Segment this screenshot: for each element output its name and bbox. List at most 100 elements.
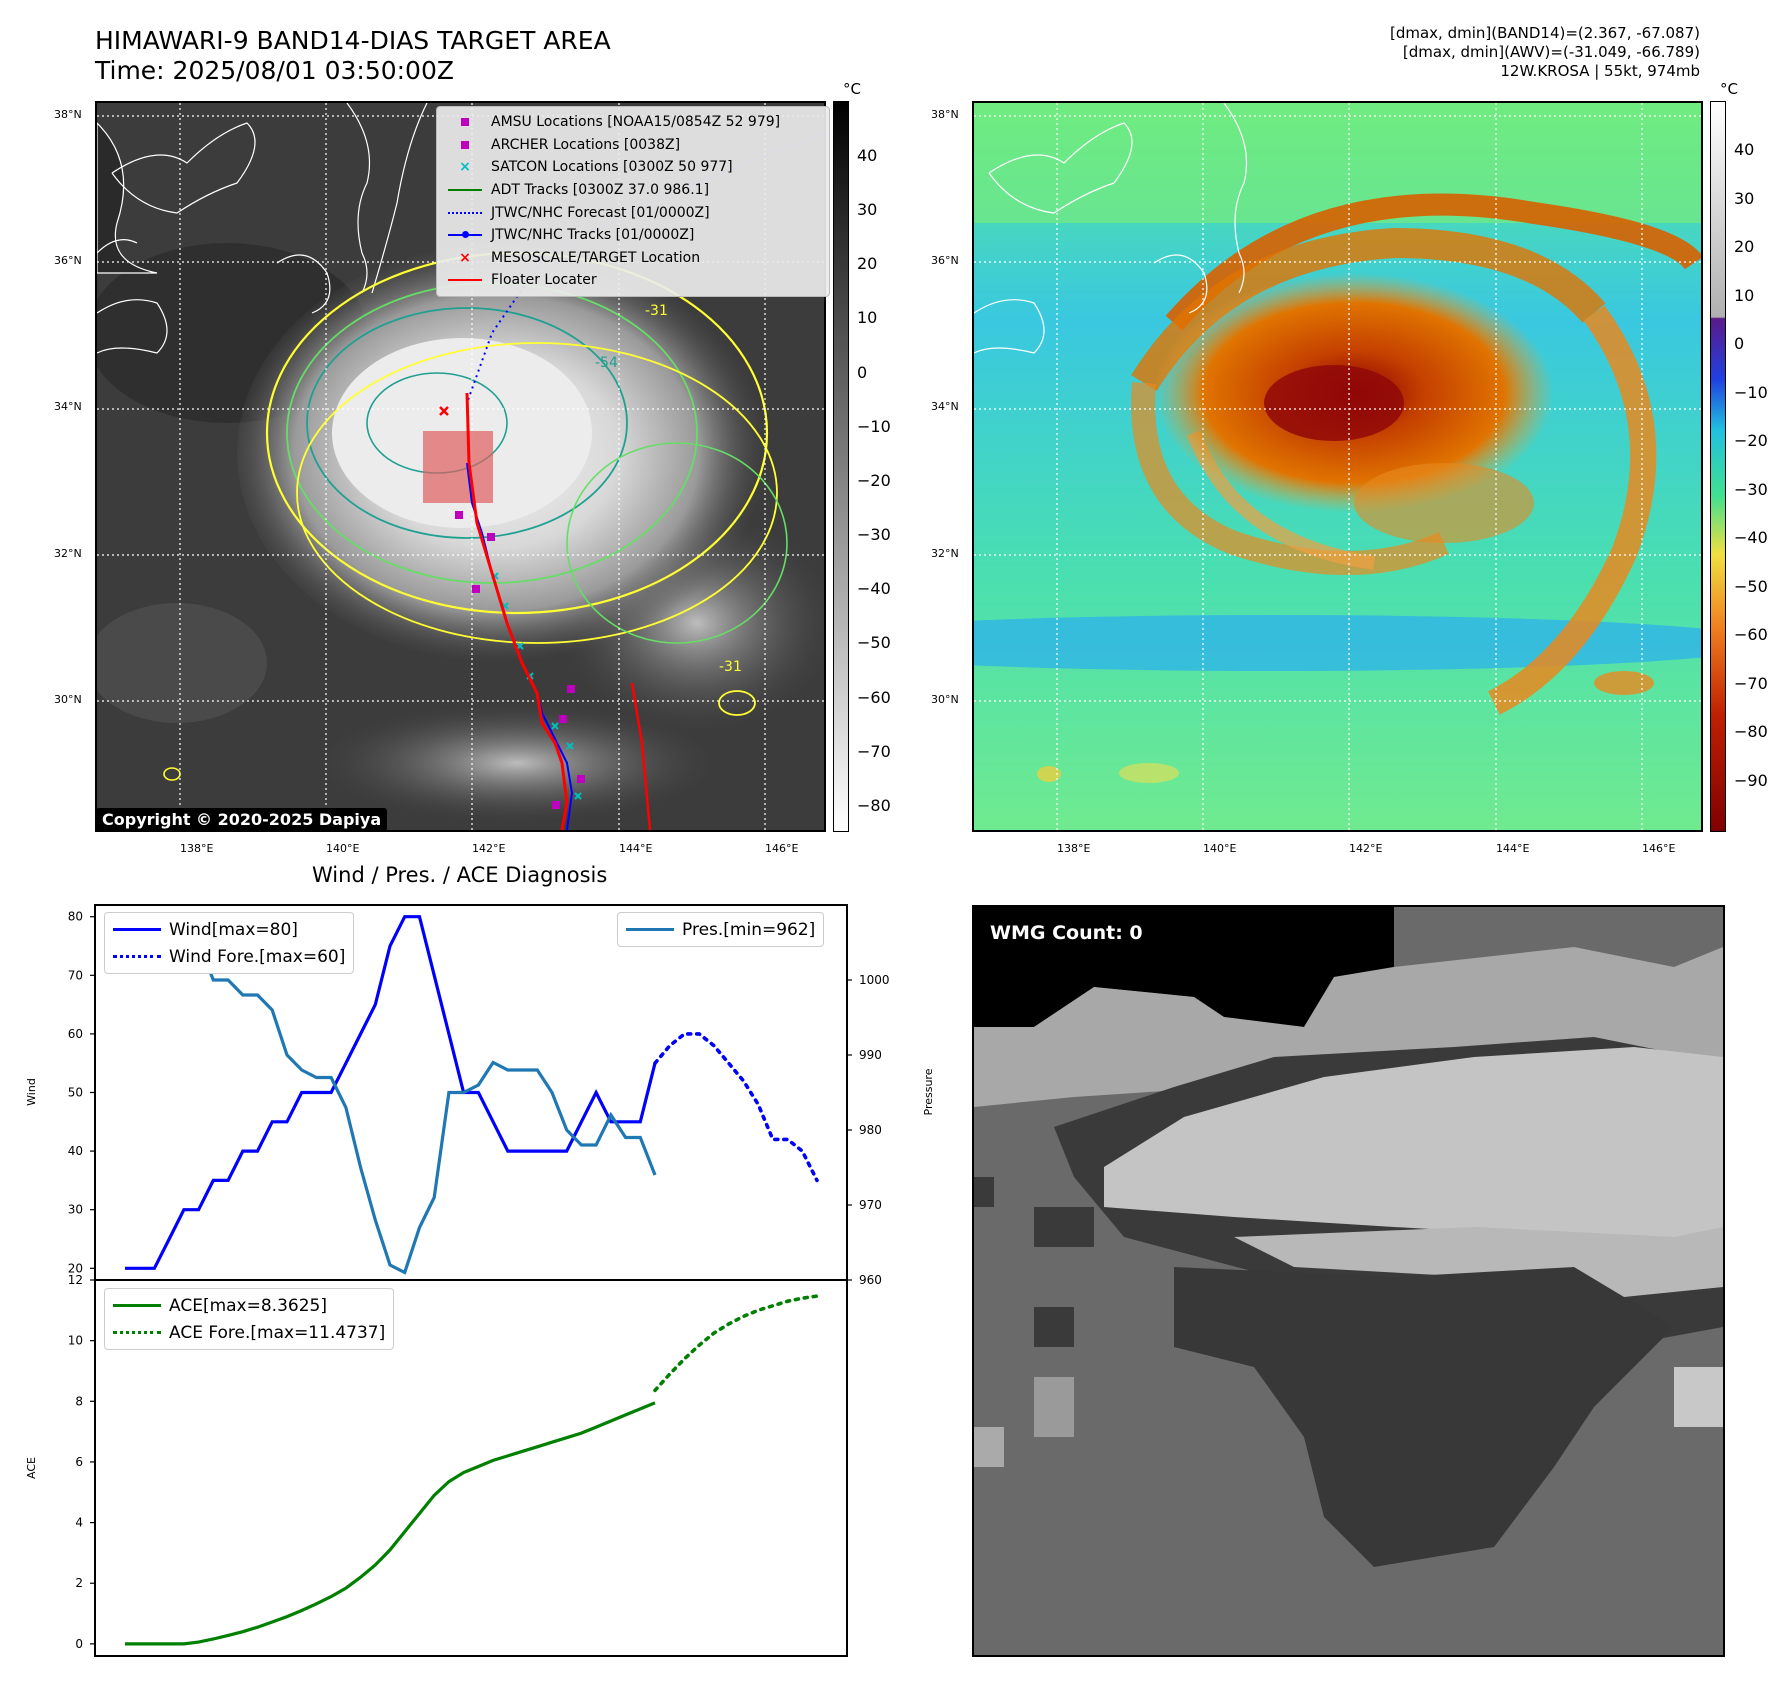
y2-tick-label: 960 [859,1273,882,1287]
series-line [125,1401,656,1646]
colorbar-tick: −70 [1734,674,1768,693]
colorbar-tick: −30 [1734,480,1768,499]
ace-tick-label: 2 [75,1576,83,1590]
wind-legend: Wind[max=80] Wind Fore.[max=60] [104,912,355,974]
ace-axis-label: ACE [25,1457,38,1479]
legend-entry: Wind Fore.[max=60] [113,943,345,970]
colorbar-tick: −10 [1734,383,1768,402]
y-tick-label: 60 [68,1027,83,1041]
colorbar-tick: −20 [857,471,891,490]
lat-tick: 38°N [931,108,959,121]
lon-tick: 144°E [1496,842,1530,855]
colorbar-tick: 40 [857,146,878,165]
ace-tick-label: 6 [75,1455,83,1469]
colorbar-unit: °C [843,80,861,98]
colorbar-tick: −40 [1734,528,1768,547]
lat-tick: 30°N [931,693,959,706]
y2-tick-label: 970 [859,1198,882,1212]
colorbar-tick: 10 [857,308,878,327]
y2-tick-label: 1000 [859,973,890,987]
legend-entry: × SATCON Locations [0300Z 50 977] [459,159,733,176]
colorbar-tick: 20 [1734,237,1755,256]
ace-tick-label: 0 [75,1637,83,1651]
ace-legend: ACE[max=8.3625] ACE Fore.[max=11.4737] [104,1288,395,1350]
colorbar-tick: 40 [1734,140,1755,159]
colorbar-tick: 10 [1734,286,1755,305]
legend-entry: AMSU Locations [NOAA15/0854Z 52 979] [445,111,821,134]
colorbar-tick: 30 [857,200,878,219]
colorbar-tick: 30 [1734,189,1755,208]
colorbar-tick: −50 [857,633,891,652]
y-tick-label: 30 [68,1203,83,1217]
copyright-badge: Copyright © 2020-2025 Dapiya [96,808,388,831]
target-location-marker [439,406,449,416]
colorbar-tick: −40 [857,579,891,598]
legend-entry: ADT Tracks [0300Z 37.0 986.1] [445,179,821,202]
colorbar-tick: −50 [1734,577,1768,596]
y-tick-label: 40 [68,1144,83,1158]
colorbar-tick: 20 [857,254,878,273]
series-line [125,915,657,1270]
y-tick-label: 20 [68,1261,83,1275]
lon-tick: 140°E [326,842,360,855]
colorbar-tick: −30 [857,525,891,544]
lat-tick: 30°N [54,693,82,706]
lat-tick: 36°N [54,254,82,267]
legend-entry: Wind[max=80] [113,916,345,943]
legend-entry: Pres.[min=962] [626,916,815,943]
colorbar-tick: 0 [857,363,868,382]
ace-tick-label: 4 [75,1516,83,1530]
wmg-image [974,907,1723,1655]
series-line [653,1294,819,1393]
awv-image [974,103,1701,830]
legend-entry: × MESOSCALE/TARGET Location [459,249,701,266]
lon-tick: 138°E [180,842,214,855]
ace-tick-label: 8 [75,1394,83,1408]
colorbar-tick: 0 [1734,334,1745,353]
y2-tick-label: 990 [859,1048,882,1062]
colorbar-tick: −70 [857,742,891,761]
lon-tick: 144°E [619,842,653,855]
awv-colorbar [1710,101,1726,832]
y-tick-label: 50 [68,1086,83,1100]
lat-tick: 34°N [54,400,82,413]
lat-tick: 34°N [931,400,959,413]
y-tick-label: 70 [68,968,83,982]
colorbar-tick: −60 [1734,625,1768,644]
lat-tick: 36°N [931,254,959,267]
floater-track [465,392,569,830]
contour-label: -54 [595,355,618,371]
lon-tick: 142°E [472,842,506,855]
ace-tick-label: 12 [68,1273,83,1287]
pressure-legend: Pres.[min=962] [617,912,825,947]
ace-axes-frame [94,1279,848,1657]
y2-tick-label: 980 [859,1123,882,1137]
colorbar-tick: −60 [857,688,891,707]
map-legend: AMSU Locations [NOAA15/0854Z 52 979] ARC… [436,106,830,297]
intensity-info: [dmax, dmin](BAND14)=(2.367, -67.087) [d… [1389,24,1700,80]
y-tick-label: 80 [68,910,83,924]
awv-map [972,101,1703,832]
colorbar-tick: −20 [1734,431,1768,450]
lon-tick: 146°E [1642,842,1676,855]
target-area-box [423,431,493,503]
lon-tick: 146°E [765,842,799,855]
legend-entry: JTWC/NHC Tracks [01/0000Z] [445,224,821,247]
lon-tick: 138°E [1057,842,1091,855]
ace-tick-label: 10 [68,1334,83,1348]
legend-entry: ACE Fore.[max=11.4737] [113,1319,385,1346]
colorbar-tick: −10 [857,417,891,436]
colorbar-tick: −90 [1734,771,1768,790]
wmg-panel [972,905,1725,1657]
diagnosis-title: Wind / Pres. / ACE Diagnosis [312,863,608,887]
contour-label: -31 [645,303,668,319]
lat-tick: 38°N [54,108,82,121]
figure-title: HIMAWARI-9 BAND14-DIAS TARGET AREA Time:… [95,26,611,85]
series-line [125,918,657,1275]
band14-colorbar [833,101,849,832]
colorbar-tick: −80 [1734,722,1768,741]
legend-entry: ARCHER Locations [0038Z] [445,134,821,157]
contour-label: -31 [719,659,742,675]
legend-entry: ACE[max=8.3625] [113,1292,385,1319]
diagnosis-chart: 20 30 40 50 60 70 80 960 970 980 990 1000 0 2 4 6 8 10 1… [25,904,935,1657]
